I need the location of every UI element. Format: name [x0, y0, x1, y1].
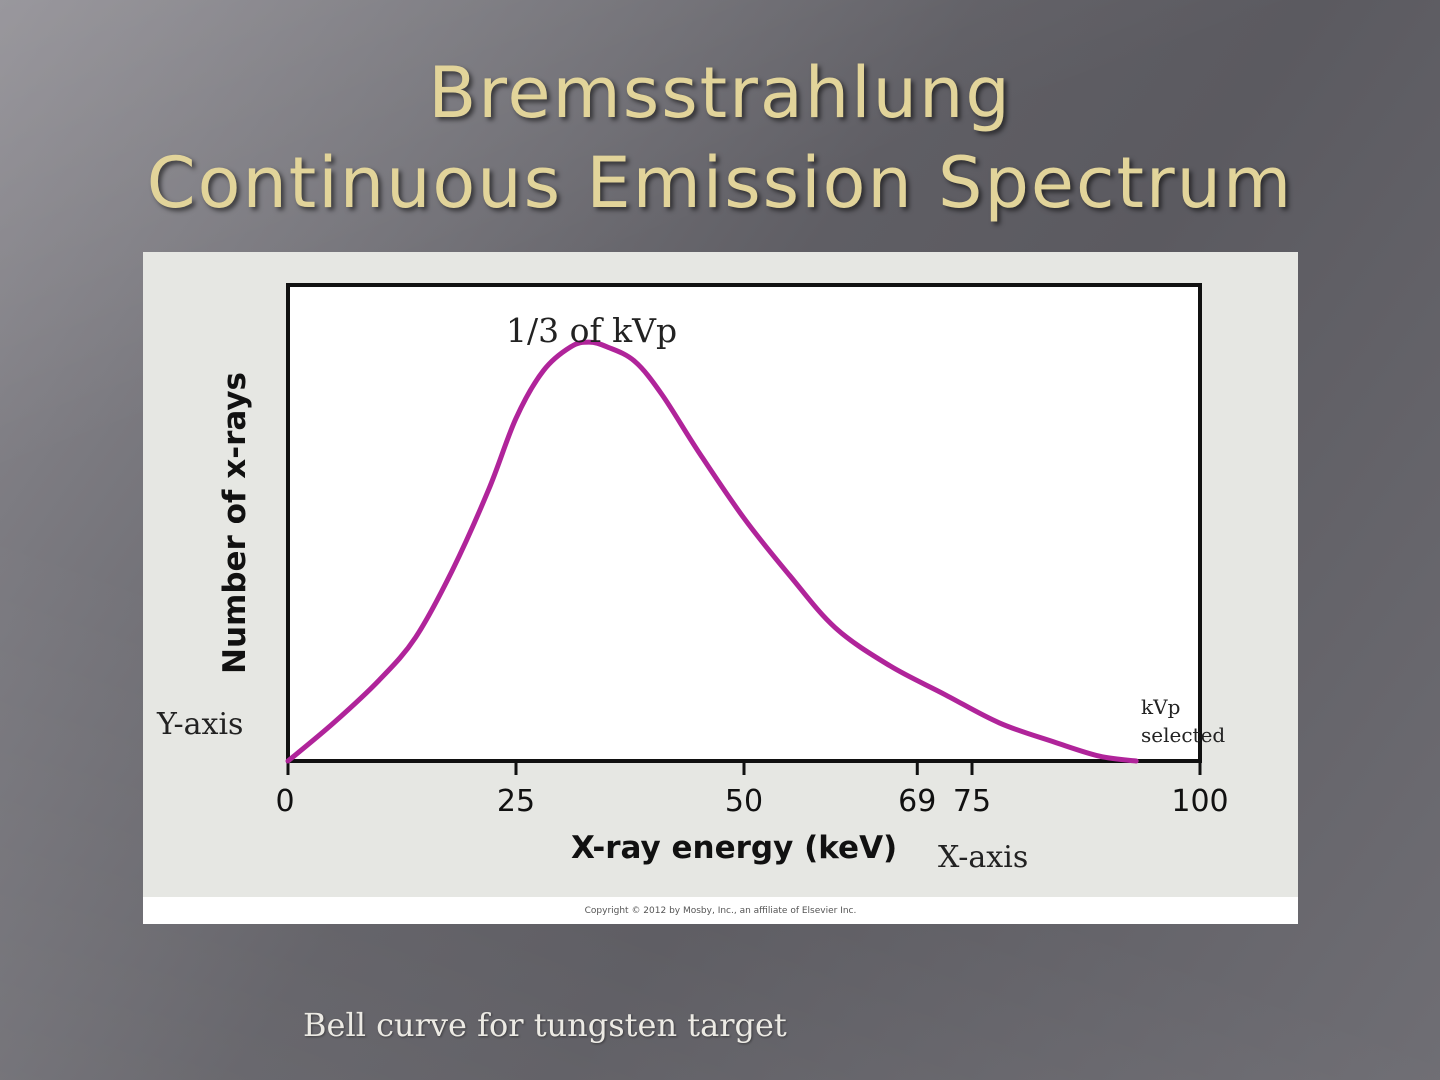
x-axis-label: X-ray energy (keV): [571, 830, 897, 866]
copyright-text: Copyright © 2012 by Mosby, Inc., an affi…: [584, 906, 857, 916]
x-tick-label-25: 25: [497, 784, 535, 819]
x-tick-label-75: 75: [953, 784, 991, 819]
kvp-annotation-line-1: kVp: [1141, 695, 1180, 719]
slide-title-line-2: Continuous Emission Spectrum: [146, 142, 1294, 224]
x-axis-annotation: X-axis: [938, 840, 1028, 875]
x-tick-label-0: 0: [275, 784, 294, 819]
slide-title-line-1: Bremsstrahlung: [428, 52, 1012, 134]
y-axis-label: Number of x-rays: [217, 372, 253, 674]
kvp-annotation-line-2: selected: [1141, 723, 1225, 747]
x-tick-label-50: 50: [725, 784, 763, 819]
chart-panel: 0 25 50 69 75 100 1/3 of kVp X-ray energy (ke…: [143, 252, 1298, 924]
chart-footer-strip: [143, 897, 1298, 924]
slide-caption: Bell curve for tungsten target: [303, 1006, 787, 1044]
chart-svg: 0 25 50 69 75 100 1/3 of kVp X-ray energy (ke…: [156, 283, 1229, 875]
x-ticks: [286, 761, 1202, 775]
series-line: [285, 339, 1139, 764]
plot-area: [286, 283, 1202, 763]
x-tick-labels: 0 25 50 69 75 100: [275, 784, 1228, 819]
x-tick-label-69: 69: [898, 784, 936, 819]
x-tick-label-100: 100: [1171, 784, 1228, 819]
peak-annotation: 1/3 of kVp: [506, 311, 677, 350]
y-axis-annotation: Y-axis: [156, 707, 243, 742]
slide-title: Bremsstrahlung Continuous Emission Spect…: [0, 48, 1440, 228]
